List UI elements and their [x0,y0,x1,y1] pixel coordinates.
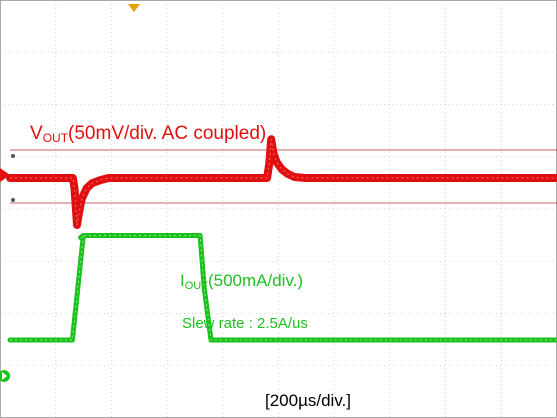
vout-trace [6,135,557,229]
vout-label-sub: OUT [43,131,69,145]
vout-label-rest: (50mV/div. AC coupled) [68,123,266,144]
vout-label-main: V [30,123,43,144]
vout-marker [0,154,15,202]
vout-label: VOUT(50mV/div. AC coupled) [30,123,266,145]
iout-trace [7,233,557,343]
traces [6,135,557,343]
iout-label-sub: OUT [185,280,209,292]
slew-rate-annotation: Slew rate : 2.5A/us [182,315,308,332]
iout-label-rest: (500mA/div.) [208,271,303,290]
time-scale-label: [200µs/div.] [265,391,351,410]
trigger-marker [128,4,140,12]
iout-marker [0,370,10,382]
iout-label-main: I [180,271,185,290]
iout-label: IOUT(500mA/div.) [180,271,303,292]
